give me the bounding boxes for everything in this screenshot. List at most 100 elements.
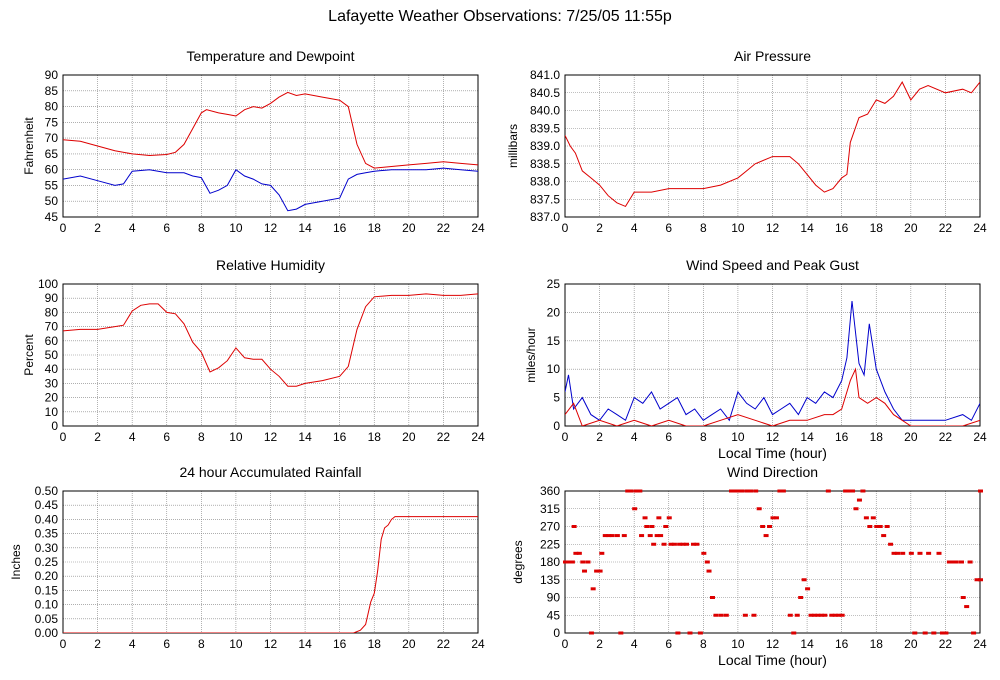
rain-title: 24 hour Accumulated Rainfall — [179, 464, 361, 480]
direction-point — [860, 489, 866, 493]
rain-xtick-label: 18 — [368, 637, 382, 651]
temp-xtick-label: 18 — [368, 221, 382, 235]
humidity-ytick-label: 10 — [45, 405, 59, 419]
direction-point — [618, 631, 624, 635]
direction-point — [739, 489, 745, 493]
humidity-ytick-label: 50 — [45, 348, 59, 362]
temp-xtick-label: 12 — [264, 221, 278, 235]
pressure-xtick-label: 18 — [870, 221, 884, 235]
direction-point — [960, 596, 966, 599]
temp-xtick-label: 0 — [60, 221, 67, 235]
humidity-xtick-label: 24 — [471, 430, 485, 444]
direction-xtick-label: 18 — [870, 637, 884, 651]
temp-ytick-label: 65 — [45, 147, 59, 161]
rain-ylabel: Inches — [9, 544, 23, 579]
direction-point — [594, 569, 600, 573]
direction-point — [978, 489, 983, 493]
direction-point — [585, 560, 591, 564]
direction-point — [590, 587, 596, 591]
direction-xtick-label: 22 — [939, 637, 953, 651]
direction-point — [943, 631, 949, 635]
rain-xtick-label: 2 — [94, 637, 101, 651]
rain-ytick-label: 0.45 — [35, 498, 59, 512]
humidity-xtick-label: 0 — [60, 430, 67, 444]
temp-xtick-label: 10 — [229, 221, 243, 235]
direction-point — [884, 525, 890, 528]
pressure-ytick-label: 840.5 — [530, 86, 560, 100]
direction-ytick-label: 315 — [540, 502, 560, 516]
direction-point — [822, 613, 828, 617]
direction-point — [760, 525, 766, 528]
direction-point — [770, 516, 776, 520]
direction-xtick-label: 20 — [904, 637, 918, 651]
pressure-title: Air Pressure — [734, 48, 811, 64]
direction-point — [658, 534, 664, 538]
pressure-xtick-label: 20 — [904, 221, 918, 235]
direction-point — [569, 560, 575, 564]
humidity-xtick-label: 8 — [198, 430, 205, 444]
pressure-xtick-label: 0 — [562, 221, 569, 235]
rain-xtick-label: 24 — [471, 637, 485, 651]
pressure-xtick-label: 14 — [800, 221, 814, 235]
rain-ytick-label: 0.00 — [35, 626, 59, 640]
wind-xtick-label: 8 — [700, 430, 707, 444]
wind-xtick-label: 4 — [631, 430, 638, 444]
temp-frame — [62, 74, 479, 218]
rain-xtick-label: 12 — [264, 637, 278, 651]
direction-point — [625, 489, 631, 493]
direction-point — [787, 613, 793, 617]
rain-xtick-label: 16 — [333, 637, 347, 651]
direction-point — [609, 534, 615, 538]
direction-point — [818, 613, 824, 617]
wind-xtick-label: 20 — [904, 430, 918, 444]
direction-point — [867, 525, 873, 528]
temp-title: Temperature and Dewpoint — [186, 48, 354, 64]
direction-xtick-label: 16 — [835, 637, 849, 651]
direction-point — [791, 631, 797, 635]
direction-point — [895, 551, 900, 555]
direction-point — [642, 516, 648, 520]
rain-xtick-label: 20 — [402, 637, 416, 651]
direction-xtick-label: 24 — [973, 637, 987, 651]
temp-ytick-label: 80 — [45, 100, 59, 114]
pressure-xtick-label: 4 — [631, 221, 638, 235]
pressure-ytick-label: 838.5 — [530, 157, 560, 171]
humidity-xtick-label: 12 — [264, 430, 278, 444]
direction-point — [704, 560, 710, 564]
direction-point — [974, 578, 980, 582]
humidity-ylabel: Percent — [22, 334, 36, 376]
pressure-ytick-label: 839.0 — [530, 139, 560, 153]
direction-point — [863, 516, 869, 520]
wind-xtick-label: 0 — [562, 430, 569, 444]
direction-point — [870, 516, 876, 520]
direction-xlabel: Local Time (hour) — [718, 652, 827, 668]
direction-point — [632, 507, 638, 511]
rain-xtick-label: 8 — [198, 637, 205, 651]
temp-ylabel: Fahrenheit — [22, 117, 36, 175]
temp-chart: Temperature and Dewpoint4550556065707580… — [22, 48, 485, 235]
direction-point — [846, 489, 852, 493]
pressure-xtick-label: 12 — [766, 221, 780, 235]
direction-point — [967, 560, 973, 564]
humidity-title: Relative Humidity — [216, 257, 325, 273]
humidity-ytick-label: 100 — [38, 277, 58, 291]
direction-point — [808, 613, 814, 617]
pressure-xtick-label: 2 — [596, 221, 603, 235]
direction-point — [582, 569, 588, 573]
direction-point — [599, 551, 605, 555]
direction-point — [666, 516, 672, 520]
direction-point — [602, 534, 608, 538]
direction-point — [706, 569, 712, 573]
page-title: Lafayette Weather Observations: 7/25/05 … — [328, 8, 672, 25]
direction-point — [839, 613, 845, 617]
pressure-ytick-label: 837.0 — [530, 210, 560, 224]
direction-point — [718, 613, 724, 617]
wind-xtick-label: 2 — [596, 430, 603, 444]
direction-point — [753, 489, 759, 493]
direction-point — [812, 613, 817, 617]
direction-point — [936, 551, 942, 555]
wind-xtick-label: 24 — [973, 430, 987, 444]
direction-xtick-label: 0 — [562, 637, 569, 651]
direction-point — [912, 631, 918, 635]
direction-point — [576, 551, 582, 555]
